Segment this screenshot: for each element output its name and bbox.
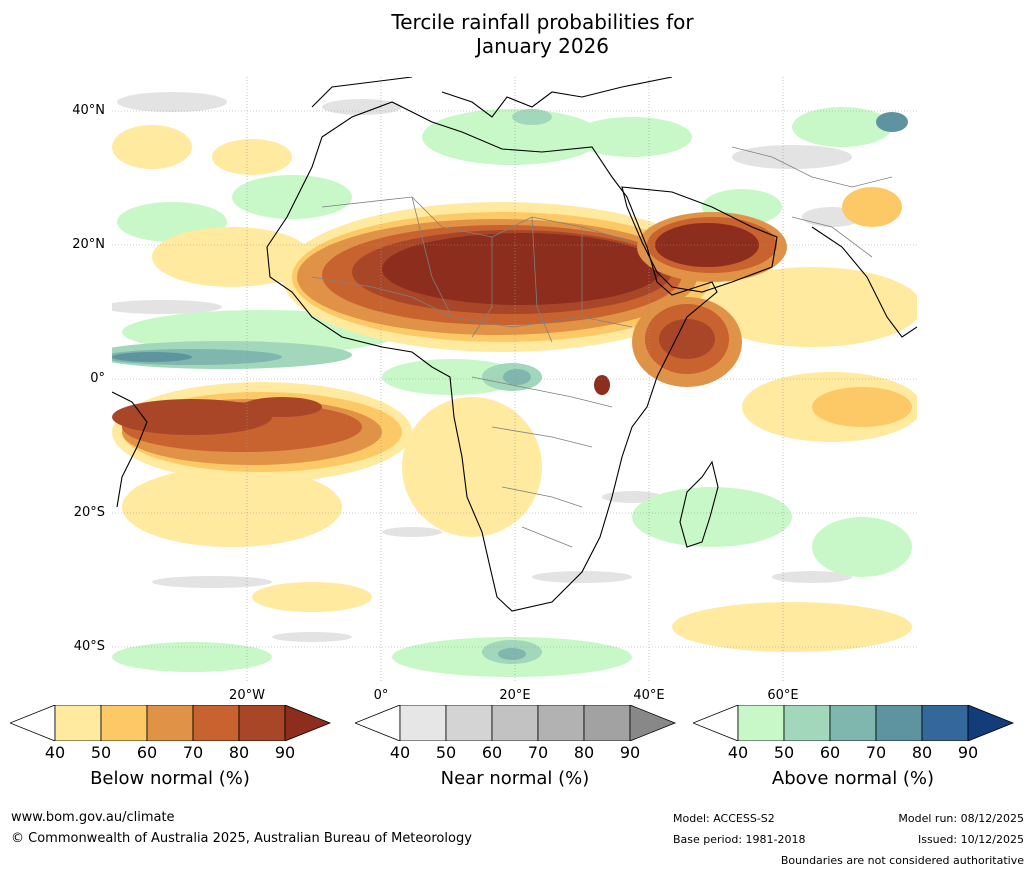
near-bar-low-extend: [355, 705, 401, 741]
model-text: Model: ACCESS-S2: [673, 812, 775, 825]
base-period-text: Base period: 1981-2018: [673, 833, 806, 846]
near-bar-segment: [491, 705, 539, 741]
copyright-text: © Commonwealth of Australia 2025, Austra…: [11, 831, 472, 846]
south-america-coastline: [112, 391, 148, 508]
country-boundaries: [311, 146, 893, 548]
above-tick-label: 50: [773, 743, 795, 762]
lat-label-40n: 40°N: [72, 103, 105, 118]
title-line-1: Tercile rainfall probabilities for: [391, 10, 694, 34]
lon-label-60e: 60°E: [767, 688, 799, 703]
below-bar-high-extend: [284, 705, 332, 741]
above-tick-label: 40: [727, 743, 749, 762]
arabia-coastline: [621, 186, 778, 293]
above-bar-segment: [829, 705, 877, 741]
lon-label-40e: 40°E: [633, 688, 665, 703]
above-bar-high-extend: [967, 705, 1015, 741]
near-tick-label: 60: [481, 743, 503, 762]
colorbar-below-normal-svg: [10, 705, 332, 741]
near-bar-segment: [537, 705, 585, 741]
above-bar-segment: [737, 705, 785, 741]
below-tick-label: 60: [136, 743, 158, 762]
map-title: Tercile rainfall probabilities for Janua…: [0, 10, 1035, 58]
near-bar-segment: [445, 705, 493, 741]
madagascar-coastline: [679, 460, 719, 548]
title-line-2: January 2026: [475, 34, 610, 58]
colorbar-below-title: Below normal (%): [90, 768, 250, 789]
europe-coastline: [311, 77, 673, 118]
near-tick-label: 70: [527, 743, 549, 762]
near-bar-segment: [399, 705, 447, 741]
below-bar-segment: [238, 705, 286, 741]
near-tick-label: 40: [389, 743, 411, 762]
above-bar-low-extend: [693, 705, 739, 741]
above-bar-segment: [783, 705, 831, 741]
above-tick-label: 80: [911, 743, 933, 762]
near-bar-high-extend: [629, 705, 677, 741]
colorbar-above-normal: [693, 705, 1015, 741]
india-coastline: [811, 226, 917, 338]
below-tick-label: 70: [182, 743, 204, 762]
below-tick-label: 80: [228, 743, 250, 762]
lat-label-equator: 0°: [90, 371, 105, 386]
below-bar-segment: [192, 705, 240, 741]
disclaimer-text: Boundaries are not considered authoritat…: [780, 854, 1024, 867]
colorbar-near-title: Near normal (%): [440, 768, 590, 789]
colorbar-near-normal: [355, 705, 677, 741]
africa-coastline: [266, 101, 718, 612]
above-bar-segment: [921, 705, 969, 741]
lon-label-20e: 20°E: [499, 688, 531, 703]
lon-label-0: 0°: [373, 688, 389, 703]
above-tick-label: 60: [819, 743, 841, 762]
lon-label-20w: 20°W: [229, 688, 265, 703]
website-link[interactable]: www.bom.gov.au/climate: [11, 810, 175, 825]
model-run-text: Model run: 08/12/2025: [898, 812, 1024, 825]
rainfall-probability-map: [112, 77, 917, 681]
colorbar-above-normal-svg: [693, 705, 1015, 741]
near-bar-segment: [583, 705, 631, 741]
colorbar-below-normal: [10, 705, 332, 741]
below-tick-label: 50: [90, 743, 112, 762]
graticule: [112, 77, 917, 681]
colorbar-above-title: Above normal (%): [771, 768, 935, 789]
near-tick-label: 50: [435, 743, 457, 762]
near-tick-label: 90: [619, 743, 641, 762]
issued-text: Issued: 10/12/2025: [917, 833, 1024, 846]
colorbar-near-normal-svg: [355, 705, 677, 741]
below-bar-low-extend: [10, 705, 56, 741]
below-tick-label: 40: [44, 743, 66, 762]
above-tick-label: 70: [865, 743, 887, 762]
coastlines: [112, 77, 917, 612]
below-bar-segment: [100, 705, 148, 741]
lat-label-20n: 20°N: [72, 237, 105, 252]
below-bar-segment: [146, 705, 194, 741]
lat-label-20s: 20°S: [73, 505, 105, 520]
above-tick-label: 90: [957, 743, 979, 762]
lat-label-40s: 40°S: [73, 639, 105, 654]
below-bar-segment: [54, 705, 102, 741]
near-tick-label: 80: [573, 743, 595, 762]
below-tick-label: 90: [274, 743, 296, 762]
above-bar-segment: [875, 705, 923, 741]
